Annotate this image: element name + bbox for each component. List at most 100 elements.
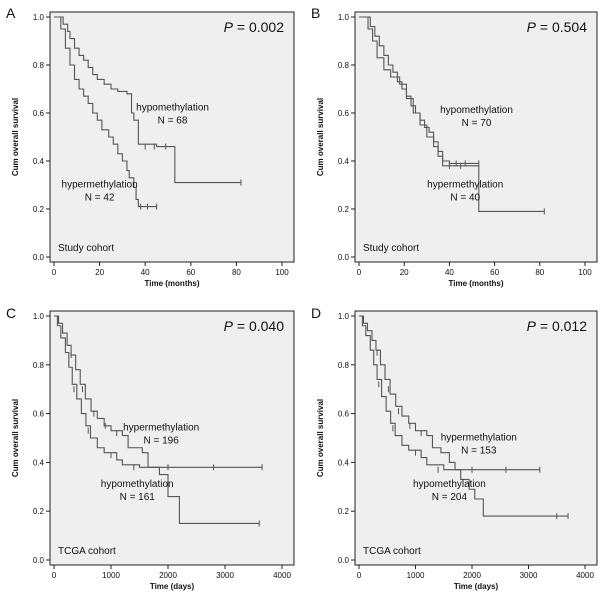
hypomethylation-survival-curve [54, 16, 241, 184]
hypomethylation-survival-curve [359, 315, 569, 517]
x-tick-label: 40 [141, 268, 150, 277]
y-tick-label: 0.0 [33, 253, 45, 262]
y-tick-label: 0.0 [33, 556, 45, 565]
y-tick-label: 0.4 [33, 157, 45, 166]
p-symbol: P [527, 19, 537, 35]
hypermethylation-survival-curve [54, 16, 157, 208]
hypermethylation-survival-curve [359, 16, 545, 212]
hypermethylation-n-label: N = 42 [85, 192, 115, 203]
panel-a: A 0.0 0.2 0.4 0.6 0.8 1.0 0 20 40 60 80 100 Time (mon… [6, 5, 295, 288]
x-tick-label: 100 [578, 268, 592, 277]
y-tick-label: 0.8 [33, 61, 45, 70]
p-value-text: P = 0.504 [527, 19, 588, 35]
x-axis-title: Time (months) [145, 279, 200, 288]
x-tick-label: 60 [186, 268, 195, 277]
p-symbol: P [224, 318, 234, 334]
y-tick-label: 0.2 [33, 507, 45, 516]
p-value: = 0.002 [233, 19, 284, 35]
x-tick-label: 4000 [576, 571, 594, 580]
hypomethylation-n-label: N = 161 [120, 492, 156, 503]
plot-area [354, 310, 598, 566]
x-tick-label: 100 [275, 268, 289, 277]
panel-b: B 0.0 0.2 0.4 0.6 0.8 1.0 0 20 40 60 80 100 Time (mon… [311, 5, 598, 288]
y-tick-label: 0.8 [338, 361, 350, 370]
y-tick-label: 0.8 [338, 61, 350, 70]
x-axis-title: Time (days) [454, 582, 499, 591]
x-tick-label: 20 [95, 268, 104, 277]
y-tick-label: 0.2 [338, 507, 350, 516]
y-axis-title: Cum overall survival [316, 399, 325, 477]
p-value: = 0.504 [536, 19, 587, 35]
cohort-label: Study cohort [363, 243, 419, 254]
x-tick-label: 20 [400, 268, 409, 277]
hypermethylation-label: hypermethylation [62, 179, 138, 190]
hypomethylation-survival-curve [54, 315, 260, 524]
hypomethylation-n-label: N = 68 [158, 116, 188, 127]
hypomethylation-label: hypomethylation [101, 479, 174, 490]
x-axis-title: Time (days) [150, 582, 195, 591]
y-axis-title: Cum overall survival [316, 98, 325, 176]
panel-letter: C [6, 305, 16, 321]
x-tick-label: 0 [52, 571, 57, 580]
x-tick-label: 0 [357, 571, 362, 580]
hypermethylation-survival-curve [359, 315, 540, 471]
p-value-text: P = 0.012 [527, 318, 588, 334]
x-tick-label: 3000 [216, 571, 234, 580]
y-tick-label: 0.8 [33, 361, 45, 370]
x-tick-label: 2000 [159, 571, 177, 580]
panel-letter: B [311, 5, 320, 21]
x-tick-label: 1000 [407, 571, 425, 580]
hypomethylation-label: hypomethylation [440, 105, 513, 116]
y-tick-label: 0.0 [338, 253, 350, 262]
hypermethylation-label: hypermethylation [441, 432, 517, 443]
x-tick-label: 1000 [102, 571, 120, 580]
plot-area [354, 11, 598, 263]
x-tick-label: 2000 [463, 571, 481, 580]
y-axis-title: Cum overall survival [11, 98, 20, 176]
p-value-text: P = 0.002 [224, 19, 285, 35]
x-tick-label: 60 [490, 268, 499, 277]
x-tick-label: 80 [232, 268, 241, 277]
hypomethylation-n-label: N = 70 [462, 118, 492, 129]
cohort-label: TCGA cohort [58, 546, 116, 557]
hypermethylation-n-label: N = 40 [450, 192, 480, 203]
p-value: = 0.012 [536, 318, 587, 334]
y-tick-label: 0.6 [338, 109, 350, 118]
x-tick-label: 80 [535, 268, 544, 277]
y-axis-title: Cum overall survival [11, 399, 20, 477]
y-tick-label: 0.6 [33, 410, 45, 419]
x-tick-label: 0 [52, 268, 57, 277]
panel-c: C 0.0 0.2 0.4 0.6 0.8 1.0 0 1000 2000 3000 4000 Time… [6, 305, 295, 591]
hypermethylation-survival-curve [54, 315, 263, 468]
y-tick-label: 0.6 [338, 410, 350, 419]
hypomethylation-label: hypomethylation [413, 479, 486, 490]
hypermethylation-label: hypermethylation [427, 179, 503, 190]
hypomethylation-label: hypomethylation [136, 103, 209, 114]
y-tick-label: 0.4 [33, 458, 45, 467]
y-tick-label: 1.0 [33, 13, 45, 22]
x-tick-label: 40 [445, 268, 454, 277]
cohort-label: Study cohort [58, 243, 114, 254]
cohort-label: TCGA cohort [363, 546, 421, 557]
panel-letter: D [311, 305, 321, 321]
y-tick-label: 1.0 [33, 312, 45, 321]
p-value: = 0.040 [233, 318, 284, 334]
panel-letter: A [6, 5, 16, 21]
y-tick-label: 0.6 [33, 109, 45, 118]
y-tick-label: 0.4 [338, 157, 350, 166]
panel-d: D 0.0 0.2 0.4 0.6 0.8 1.0 0 1000 2000 3000 4000 Time… [311, 305, 598, 591]
p-symbol: P [527, 318, 537, 334]
hypermethylation-n-label: N = 153 [461, 445, 497, 456]
hypermethylation-label: hypermethylation [123, 423, 199, 434]
y-tick-label: 0.0 [338, 556, 350, 565]
y-tick-label: 0.2 [338, 205, 350, 214]
x-tick-label: 4000 [273, 571, 291, 580]
x-tick-label: 3000 [520, 571, 538, 580]
y-tick-label: 0.4 [338, 458, 350, 467]
hypomethylation-n-label: N = 204 [432, 492, 468, 503]
hypermethylation-n-label: N = 196 [144, 436, 180, 447]
x-axis-title: Time (months) [449, 279, 504, 288]
y-tick-label: 1.0 [338, 13, 350, 22]
plot-area [49, 11, 295, 263]
